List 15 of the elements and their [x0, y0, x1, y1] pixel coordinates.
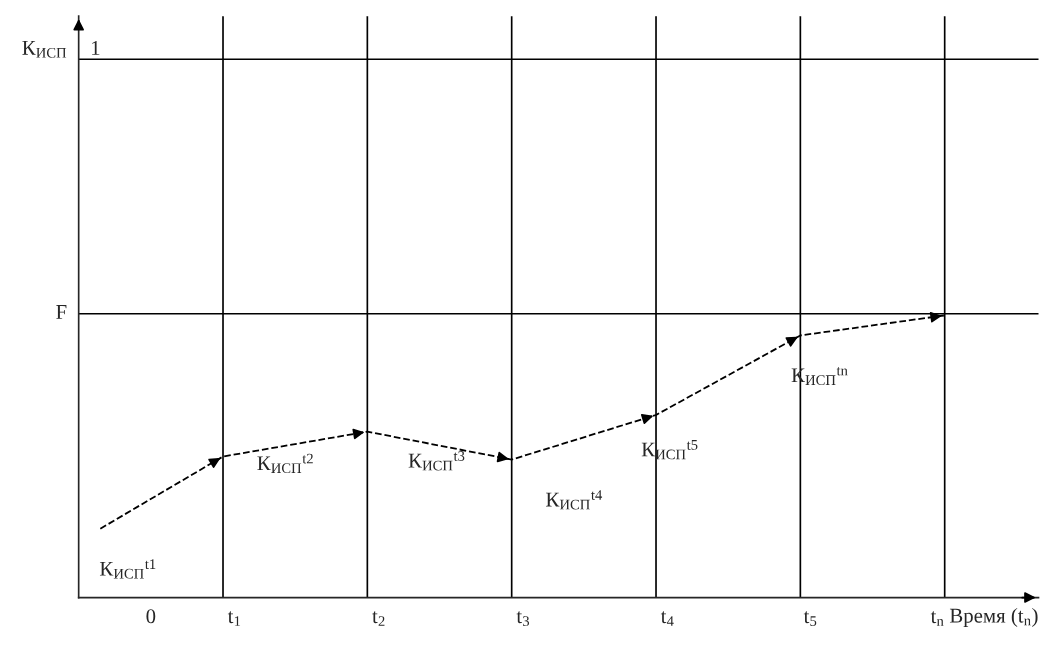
- x-axis-title: Время (t$_{n}$): [949, 608, 1038, 627]
- x-tick-label: t$_{5}$: [803, 611, 817, 626]
- ref-line-label: F: [56, 305, 67, 319]
- x-tick-label: t$_{3}$: [516, 611, 530, 626]
- annotation: К$_{ИСП}$$^{t2}$: [257, 453, 313, 474]
- x-tick-label: t$_{n}$: [930, 611, 944, 626]
- annotation: К$_{ИСП}$$^{t3}$: [408, 451, 465, 471]
- x-tick-label: t$_{2}$: [372, 611, 385, 626]
- annotation: К$_{ИСП}$$^{t4}$: [546, 490, 603, 510]
- text: 1: [92, 41, 100, 55]
- x-tick-label: t$_{1}$: [227, 611, 241, 626]
- x-tick-label: t$_{4}$: [660, 611, 674, 626]
- text: К$_{ИСП}$: [22, 41, 67, 58]
- annotation: К$_{ИСП}$$^{t1}$: [99, 559, 156, 579]
- x-tick-label: 0: [146, 609, 156, 624]
